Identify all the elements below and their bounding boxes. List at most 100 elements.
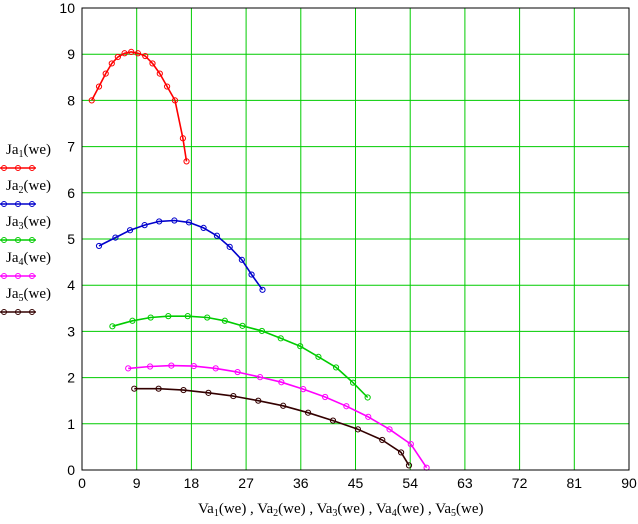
- series-2-point: [238, 256, 245, 263]
- series-1-point: [121, 50, 128, 57]
- series-5-point: [205, 389, 212, 396]
- series-5-point: [255, 397, 262, 404]
- x-tick-label: 81: [567, 475, 583, 491]
- series-5: [131, 385, 413, 469]
- series-4-point: [168, 362, 175, 369]
- y-tick-label: 4: [67, 277, 75, 293]
- series-3-point: [277, 335, 284, 342]
- legend-label: Ja4(we): [6, 250, 51, 268]
- series-1: [88, 48, 190, 165]
- y-tick-label: 10: [59, 0, 75, 16]
- series-3-point: [364, 394, 371, 401]
- series-group: [88, 48, 430, 471]
- series-5-line: [134, 387, 410, 466]
- series-3-point: [315, 353, 322, 360]
- series-4-point: [278, 379, 285, 386]
- series-1-point: [149, 60, 156, 67]
- legend-swatch: [0, 201, 36, 207]
- x-tick-label: 9: [133, 475, 141, 491]
- series-1-point: [114, 53, 121, 61]
- series-2-point: [200, 224, 207, 232]
- series-3-point: [184, 313, 191, 320]
- series-4-point: [407, 441, 414, 448]
- y-tick-label: 0: [67, 462, 75, 478]
- series-4-point: [365, 413, 372, 420]
- series-5-point: [354, 426, 362, 433]
- series-4-point: [300, 386, 307, 393]
- series-3-point: [332, 364, 340, 371]
- series-3-point: [221, 317, 228, 324]
- series-4-point: [146, 363, 154, 370]
- series-5-point: [131, 385, 138, 392]
- y-tick-label: 8: [67, 92, 75, 108]
- plot-frame: [81, 7, 630, 471]
- y-tick-label: 1: [67, 416, 75, 432]
- legend-label: Ja2(we): [6, 178, 51, 196]
- y-tick-label: 3: [67, 323, 75, 339]
- x-tick-label: 90: [621, 475, 637, 491]
- series-5-point: [280, 402, 287, 409]
- series-5-point: [155, 385, 162, 392]
- legend-swatch: [0, 165, 36, 171]
- x-tick-label: 27: [238, 475, 254, 491]
- x-tick-label: 45: [348, 475, 364, 491]
- series-2-point: [185, 219, 193, 226]
- x-tick-label: 36: [293, 475, 309, 491]
- x-tick-label: 18: [184, 475, 200, 491]
- series-2-point: [95, 242, 103, 250]
- series-3-line: [112, 315, 369, 399]
- series-1-point: [171, 97, 179, 104]
- series-3-point: [165, 313, 172, 320]
- series-5-point: [397, 449, 405, 456]
- series-5-point: [329, 417, 337, 424]
- series-5-point: [379, 436, 386, 444]
- series-2-point: [171, 217, 178, 224]
- series-1-point: [163, 83, 171, 90]
- series-3-point: [204, 314, 211, 321]
- legend-label: Ja1(we): [6, 142, 51, 160]
- series-1-line: [90, 51, 188, 162]
- series-3: [109, 313, 371, 401]
- series-3-point: [349, 379, 357, 386]
- series-4-point: [343, 403, 350, 410]
- grid: [81, 7, 630, 471]
- legend-swatch: [0, 309, 36, 315]
- y-tick-labels: 0 1 2 3 4 5 6 7 8 9 10: [59, 0, 75, 478]
- x-tick-labels: 0 9 18 27 36 45 54 63 72 81 90: [78, 475, 637, 491]
- series-3-point: [297, 343, 304, 350]
- series-1-point: [134, 50, 142, 57]
- y-tick-label: 5: [67, 231, 75, 247]
- series-4-point: [386, 426, 393, 433]
- series-2-point: [259, 286, 266, 293]
- series-5-point: [180, 386, 187, 394]
- series-1-point: [179, 135, 186, 142]
- x-tick-label: 54: [402, 475, 418, 491]
- y-tick-label: 7: [67, 139, 75, 155]
- series-3-point: [239, 322, 246, 329]
- series-2: [95, 217, 266, 293]
- x-tick-label: 72: [512, 475, 528, 491]
- series-1-point: [108, 60, 115, 67]
- series-2-point: [141, 222, 148, 229]
- series-2-point: [213, 232, 221, 239]
- legend-label: Ja5(we): [6, 286, 51, 304]
- series-5-point: [230, 392, 237, 400]
- series-2-line: [98, 219, 264, 291]
- legend-swatch: [0, 237, 36, 243]
- x-tick-label: 63: [457, 475, 473, 491]
- series-2-point: [226, 243, 233, 250]
- series-5-point: [304, 409, 312, 416]
- series-4-point: [212, 365, 219, 372]
- series-1-point: [156, 70, 163, 77]
- series-3-point: [258, 327, 266, 335]
- series-4: [125, 362, 430, 471]
- series-3-point: [109, 323, 116, 330]
- x-tick-label: 0: [78, 475, 86, 491]
- series-3-point: [129, 317, 136, 324]
- y-tick-label: 9: [67, 46, 75, 62]
- series-4-point: [190, 362, 197, 370]
- series-2-point: [248, 271, 255, 278]
- y-tick-label: 2: [67, 370, 75, 386]
- series-2-point: [112, 234, 119, 241]
